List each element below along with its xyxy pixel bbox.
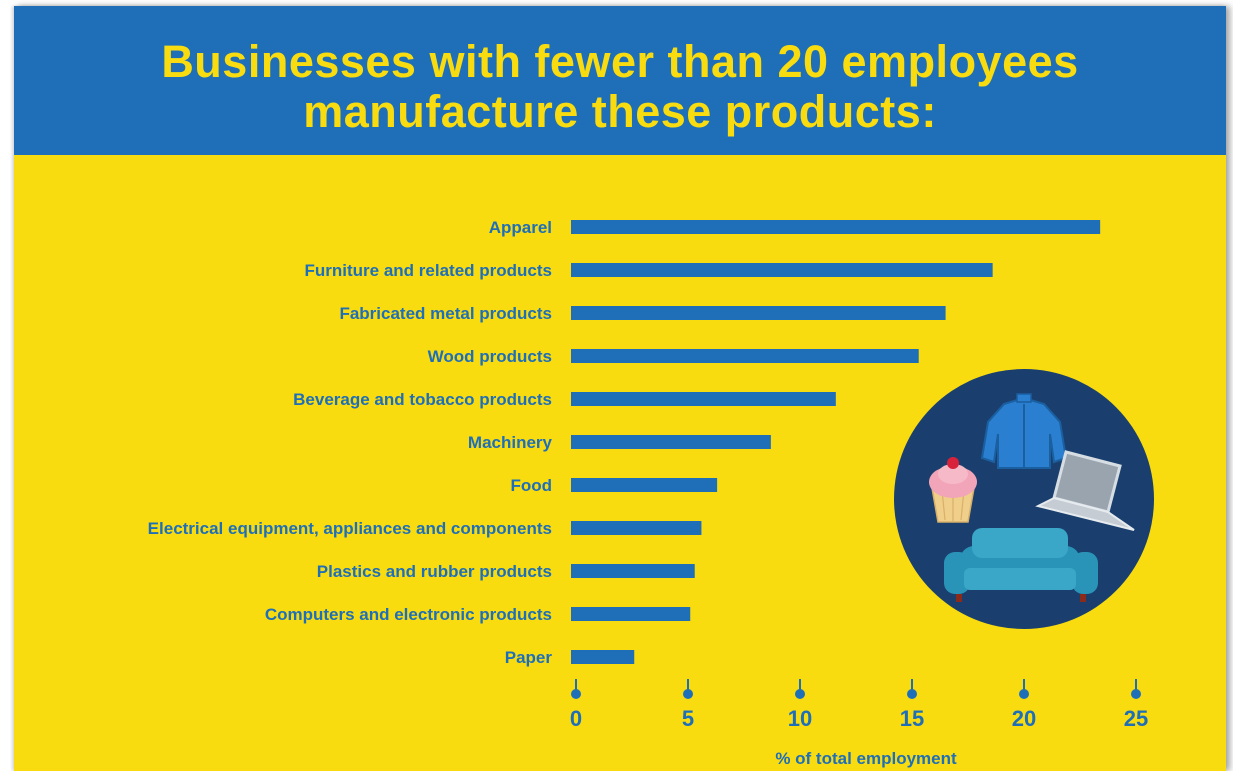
header-banner: Businesses with fewer than 20 employees … <box>14 6 1226 155</box>
category-labels: Apparel Furniture and related products Fab… <box>148 218 553 667</box>
category-label-7: Electrical equipment, appliances and com… <box>148 519 552 538</box>
x-tick-dot-5 <box>1131 689 1141 699</box>
jacket-icon <box>980 393 1068 469</box>
bar-0 <box>571 220 1101 234</box>
title-line-1: Businesses with fewer than 20 employees <box>161 36 1079 87</box>
cupcake-icon <box>929 457 977 523</box>
x-tick-label-3: 15 <box>900 706 924 731</box>
x-axis: 0 5 10 15 20 25 <box>570 679 1148 731</box>
x-tick-label-5: 25 <box>1124 706 1148 731</box>
title-line-2: manufacture these products: <box>303 86 937 137</box>
bar-5 <box>571 435 771 449</box>
x-tick-label-0: 0 <box>570 706 582 731</box>
category-label-1: Furniture and related products <box>305 261 552 280</box>
category-label-3: Wood products <box>428 347 552 366</box>
category-label-6: Food <box>510 476 552 495</box>
x-tick-dot-4 <box>1019 689 1029 699</box>
x-tick-dot-1 <box>683 689 693 699</box>
laptop-icon <box>1035 450 1135 531</box>
bar-2 <box>571 306 946 320</box>
bars-layer <box>571 220 1101 664</box>
bar-10 <box>571 650 635 664</box>
sofa-icon <box>944 528 1098 602</box>
illustration <box>894 369 1154 629</box>
bar-6 <box>571 478 718 492</box>
bar-7 <box>571 521 702 535</box>
x-tick-dot-3 <box>907 689 917 699</box>
bar-1 <box>571 263 993 277</box>
x-tick-label-4: 20 <box>1012 706 1036 731</box>
category-label-9: Computers and electronic products <box>265 605 552 624</box>
x-tick-label-1: 5 <box>682 706 694 731</box>
category-label-4: Beverage and tobacco products <box>293 390 552 409</box>
x-axis-title: % of total employment <box>775 749 957 768</box>
infographic-card: Businesses with fewer than 20 employees … <box>14 6 1226 771</box>
category-label-5: Machinery <box>468 433 553 452</box>
x-tick-label-2: 10 <box>788 706 812 731</box>
bar-8 <box>571 564 695 578</box>
bar-chart: Apparel Furniture and related products Fab… <box>148 218 1154 768</box>
bar-3 <box>571 349 919 363</box>
bar-9 <box>571 607 691 621</box>
category-label-10: Paper <box>505 648 553 667</box>
category-label-8: Plastics and rubber products <box>317 562 552 581</box>
bar-4 <box>571 392 836 406</box>
category-label-0: Apparel <box>489 218 552 237</box>
category-label-2: Fabricated metal products <box>339 304 552 323</box>
x-tick-dot-2 <box>795 689 805 699</box>
x-tick-dot-0 <box>571 689 581 699</box>
